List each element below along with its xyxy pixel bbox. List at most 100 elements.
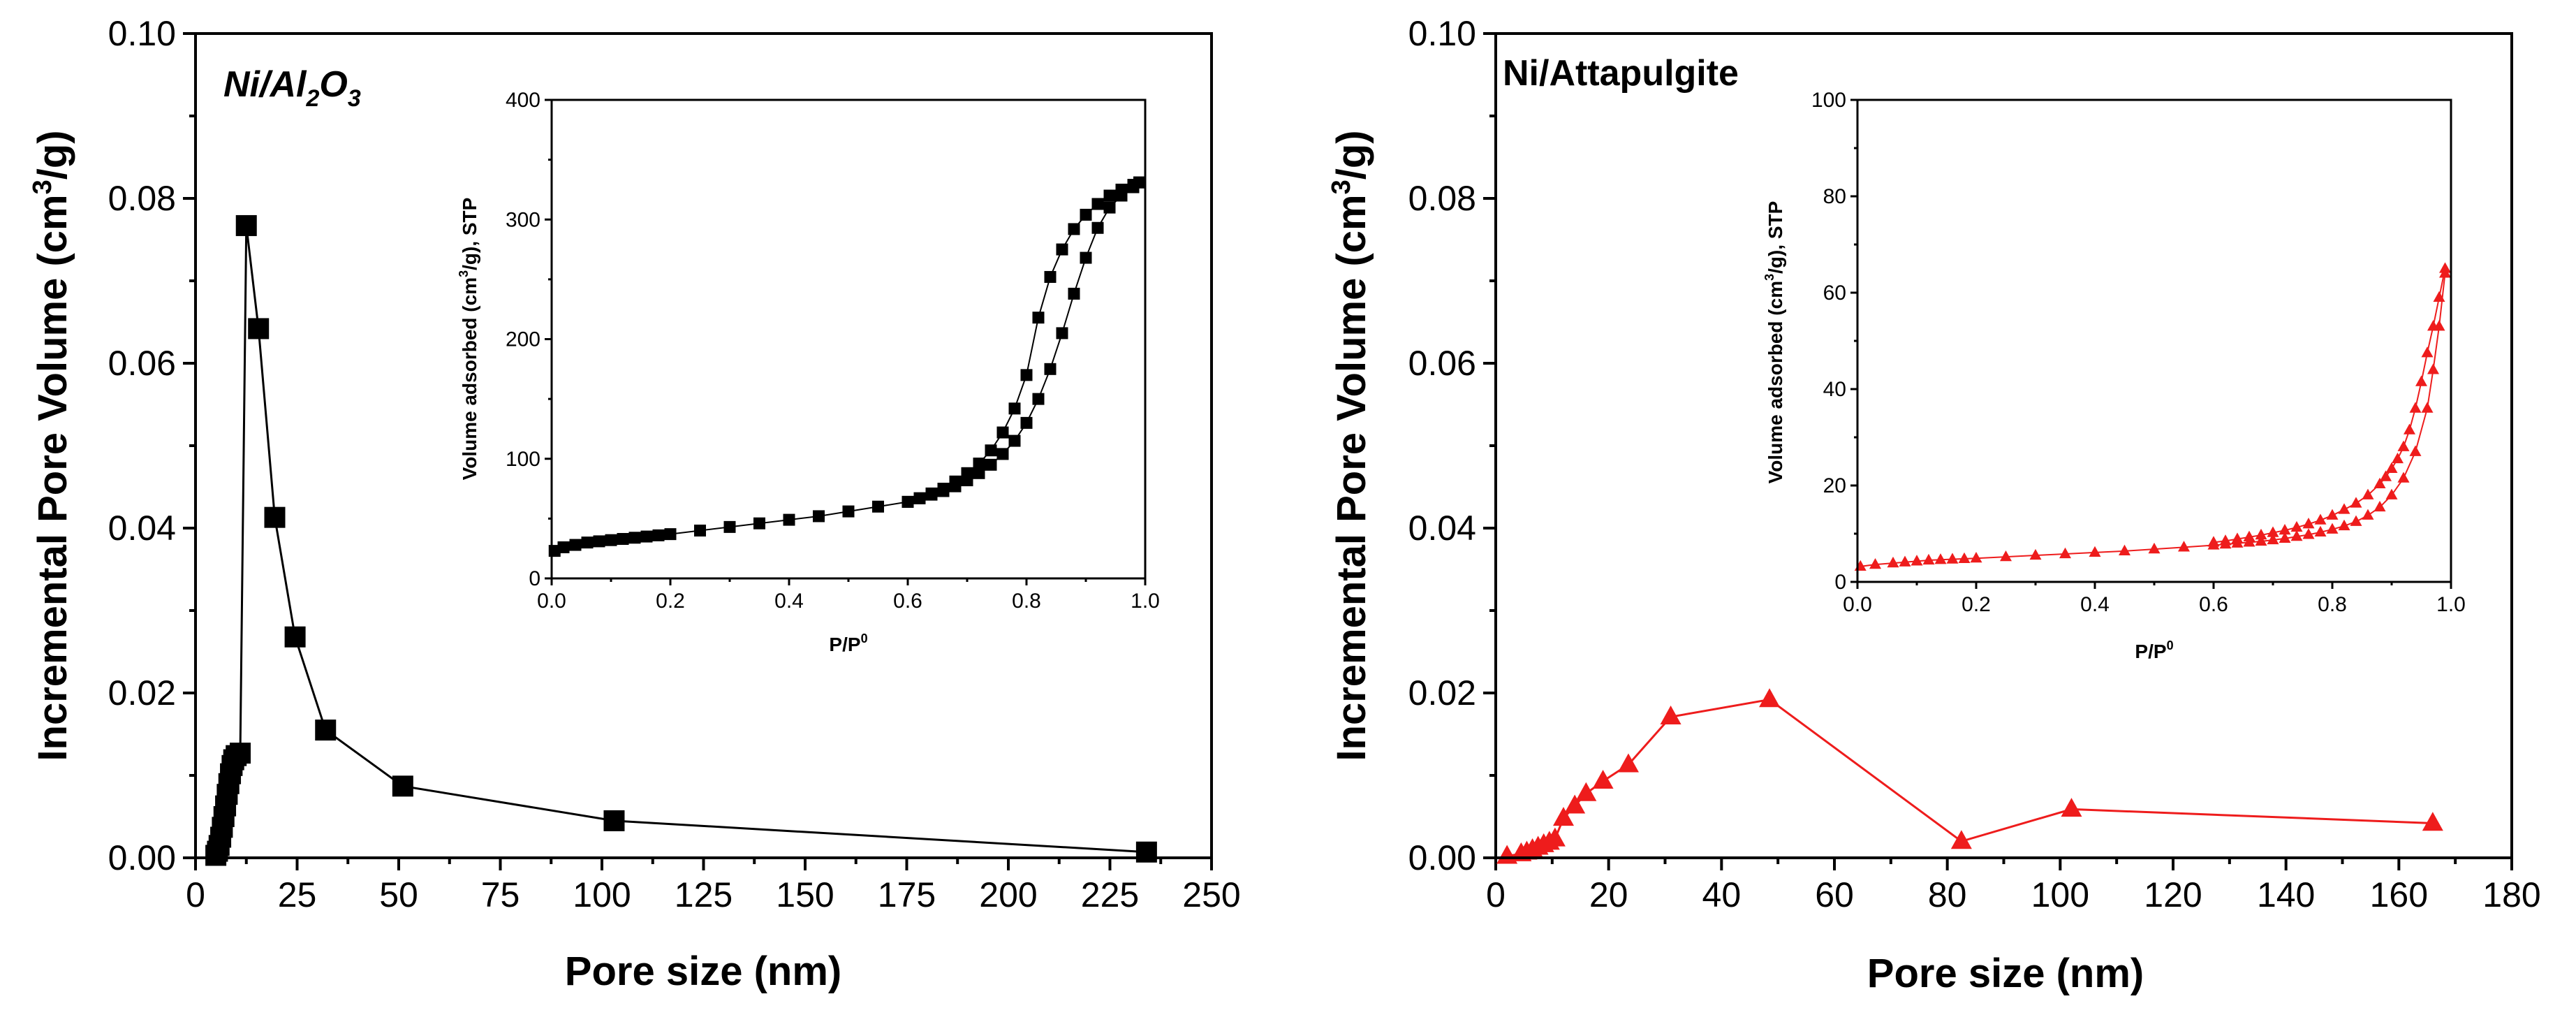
right-inset-x-tick-label: 0.8 [2318, 593, 2347, 616]
right-inset-y-axis-title: Volume adsorbed (cm3/g), STP [1762, 201, 1786, 484]
left-inset-data-point [617, 532, 629, 545]
left-inset-data-point [1127, 179, 1140, 191]
right-inset-data-point [2290, 520, 2303, 532]
left-main-data-point [392, 775, 413, 797]
right-x-axis-title: Pore size (nm) [1867, 951, 2144, 996]
right-inset-y-tick-label: 0 [1834, 571, 1846, 594]
right-inset-data-point [1887, 556, 1899, 568]
left-main-data-point [248, 318, 270, 339]
right-main-plot-frame [1494, 32, 2513, 859]
right-main-data-point [1617, 753, 1639, 773]
right-main-data-point [1553, 807, 1574, 826]
left-x-axis-title: Pore size (nm) [565, 949, 841, 994]
right-main-y-tick-label: 0.08 [1408, 179, 1476, 218]
left-main-data-point [1135, 841, 1157, 863]
left-inset-data-point [1103, 201, 1116, 214]
right-main-data-point [2422, 812, 2443, 831]
left-inset-x-tick-label: 1.0 [1131, 590, 1160, 613]
left-inset-plot-frame [550, 98, 1147, 580]
left-inset-data-point [1080, 208, 1092, 221]
right-inset-data-point [2373, 500, 2386, 512]
left-inset-x-tick-label: 0.2 [656, 590, 685, 613]
left-inset-data-point [925, 487, 938, 499]
right-inset-data-point [2421, 346, 2434, 358]
right-main-x-tick-label: 100 [2031, 875, 2089, 914]
right-main-x-tick-label: 80 [1928, 875, 1967, 914]
right-inset-data-point [2362, 509, 2374, 520]
right-inset-data-point [1911, 555, 1923, 566]
left-inset-y-tick-label: 400 [506, 89, 540, 112]
left-inset-data-point [593, 535, 605, 548]
right-inset-x-axis-title: P/P0 [2135, 638, 2173, 662]
left-main-x-tick-label: 200 [979, 875, 1037, 914]
left-inset-y-tick-label: 200 [506, 328, 540, 351]
left-inset-x-tick-label: 0.0 [537, 590, 566, 613]
left-inset-data-point [1068, 287, 1080, 300]
left-inset-x-axis-title: P/P0 [829, 631, 867, 655]
left-inset-data-point [813, 510, 825, 523]
right-inset-data-point [1970, 552, 1982, 563]
left-inset-data-point [1080, 251, 1092, 264]
left-inset-data-point [949, 475, 962, 488]
right-inset-data-point [1946, 553, 1959, 564]
left-main-x-tick-label: 175 [878, 875, 936, 914]
left-inset-data-point [628, 532, 641, 544]
right-main-x-tick-label: 40 [1702, 875, 1742, 914]
right-inset-data-point [2178, 541, 2190, 552]
left-inset-data-point [1020, 369, 1033, 381]
left-inset-data-point [605, 534, 617, 546]
left-inset-data [548, 176, 1145, 557]
left-inset-data-point [985, 444, 997, 457]
left-inset-data-point [1044, 363, 1057, 375]
left-inset-data-point [1068, 223, 1080, 235]
left-inset-data-point [937, 483, 950, 495]
right-inset-series-line-desorption [2213, 268, 2446, 543]
right-inset-data-point [2404, 423, 2415, 435]
left-inset-data-point [872, 500, 884, 513]
right-main-x-tick-label: 20 [1589, 875, 1628, 914]
right-main-x-tick-label: 160 [2370, 875, 2428, 914]
right-inset-data-point [2409, 402, 2422, 413]
right-inset-data-point [2380, 470, 2392, 481]
right-inset-data-point [2427, 363, 2439, 374]
right-inset-data-point [1958, 552, 1971, 563]
right-main-data-point [1564, 794, 1586, 814]
right-inset-data-point [2326, 509, 2339, 520]
left-inset-data-point [996, 448, 1009, 460]
right-inset-data-point [2338, 519, 2350, 531]
right-main-x-tick-label: 140 [2257, 875, 2315, 914]
right-panel-title: Ni/Attapulgite [1503, 53, 1739, 94]
right-inset-data-point [2439, 262, 2451, 273]
right-inset-data-point [2029, 548, 2042, 560]
right-inset-data-point [2397, 472, 2410, 483]
left-main-x-tick-label: 100 [573, 875, 631, 914]
left-main-x-tick-label: 0 [186, 875, 205, 914]
left-inset-data-point [1020, 416, 1033, 429]
left-inset-y-tick-label: 300 [506, 208, 540, 231]
right-inset-data-point [2119, 544, 2130, 555]
left-inset-data-point [1032, 312, 1045, 324]
right-inset-ticks: 0.0 0.2 0.4 0.6 0.8 1.0 0 20 40 60 80 100 [1811, 89, 2466, 616]
left-inset-data-point [1103, 189, 1116, 202]
left-inset-x-tick-label: 0.6 [893, 590, 922, 613]
right-main-x-tick-label: 180 [2482, 875, 2540, 914]
left-main-x-tick-label: 150 [776, 875, 834, 914]
left-panel-title: Ni/Al2O3 [223, 64, 361, 112]
left-inset-data-point [640, 530, 653, 543]
left-inset-data-point [1008, 435, 1021, 447]
right-main-x-tick-label: 0 [1486, 875, 1506, 914]
left-inset-y-axis-title: Volume adsorbed (cm3/g), STP [457, 198, 480, 481]
right-inset-data-point [2148, 542, 2161, 554]
right-inset-data-point [1869, 557, 1881, 569]
left-inset-ticks: 0.0 0.2 0.4 0.6 0.8 1.0 0 100 200 300 400 [506, 89, 1160, 613]
left-inset-data-point [1091, 221, 1104, 234]
left-main-x-tick-label: 50 [379, 875, 418, 914]
left-inset-x-tick-label: 0.8 [1012, 590, 1041, 613]
right-inset-data-point [2255, 528, 2267, 540]
left-main-x-tick-label: 25 [278, 875, 317, 914]
left-main-data-point [284, 626, 306, 648]
left-main-x-tick-label: 250 [1182, 875, 1240, 914]
right-inset-plot-frame [1856, 98, 2452, 583]
right-inset-data-point [2267, 526, 2279, 537]
right-inset-data-point [2059, 547, 2071, 559]
